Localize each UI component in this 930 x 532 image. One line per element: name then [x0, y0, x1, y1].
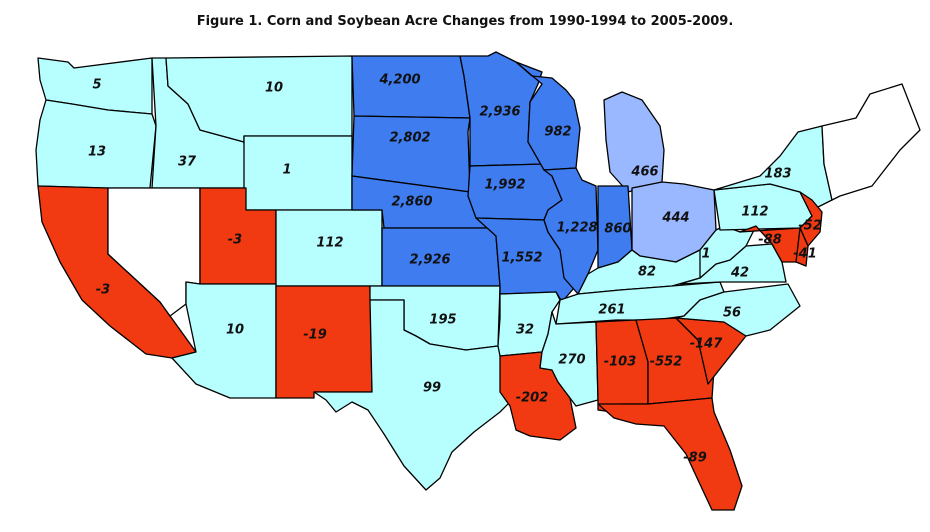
state-value-label-ok: 195 [429, 313, 456, 328]
state-value-label-va: 42 [730, 266, 749, 281]
state-value-label-ga: -552 [650, 355, 683, 370]
state-value-label-ca: -3 [96, 283, 110, 298]
state-value-label-in: 860 [604, 222, 631, 237]
state-value-label-pa: 112 [741, 205, 768, 220]
state-value-label-de: -41 [793, 247, 817, 262]
state-value-label-ms: 270 [558, 353, 585, 368]
state-nj [799, 191, 823, 247]
state-value-label-ky: 82 [638, 265, 656, 280]
state-wi [515, 61, 581, 171]
state-value-label-wa: 5 [92, 78, 101, 93]
state-nc [675, 283, 801, 337]
state-value-label-nm: -19 [303, 328, 327, 343]
map-title: Figure 1. Corn and Soybean Acre Changes … [196, 14, 734, 29]
state-value-label-ar: 32 [516, 323, 534, 338]
state-value-label-wi: 982 [544, 125, 571, 140]
state-value-label-mi: 466 [630, 165, 658, 180]
state-labels: 5 13 37 10 1 -3 -3 112 10 -19 4,200 2,802 2,860 2,926… [88, 73, 822, 466]
state-value-label-sc: -147 [690, 337, 723, 352]
state-value-label-ny: 183 [764, 167, 791, 182]
state-value-label-id: 37 [178, 155, 197, 170]
state-value-label-wv: 1 [701, 247, 710, 262]
state-value-label-md: -88 [758, 233, 782, 248]
state-value-label-ia: 1,992 [484, 178, 525, 193]
state-ms [539, 311, 599, 407]
state-de [795, 227, 809, 267]
state-value-label-la: -202 [516, 391, 549, 406]
state-value-label-nc: 56 [723, 306, 741, 321]
state-wy [243, 135, 353, 211]
state-value-label-tx: 99 [423, 381, 441, 396]
state-value-label-mt: 10 [265, 81, 283, 96]
state-fl [597, 397, 743, 511]
state-il [543, 167, 599, 295]
state-tx [313, 299, 521, 491]
state-value-label-ne: 2,860 [391, 195, 432, 210]
state-value-label-fl: -89 [683, 451, 707, 466]
state-value-label-az: 10 [226, 323, 244, 338]
state-ne-region [821, 83, 921, 201]
state-value-label-ut: -3 [228, 233, 242, 248]
state-value-label-nj: -52 [798, 219, 822, 234]
state-value-label-oh: 444 [661, 211, 689, 226]
state-value-label-mo: 1,552 [501, 251, 542, 266]
state-shapes [35, 51, 921, 511]
state-value-label-nd: 4,200 [378, 73, 420, 88]
state-value-label-ks: 2,926 [409, 253, 450, 268]
state-value-label-co: 112 [316, 236, 343, 251]
state-value-label-il: 1,228 [556, 221, 597, 236]
state-value-label-wy: 1 [282, 163, 291, 178]
state-value-label-or: 13 [88, 145, 106, 160]
state-value-label-al: -103 [604, 355, 637, 370]
state-mi [603, 91, 665, 193]
state-sd [351, 115, 471, 193]
state-value-label-tn: 261 [598, 303, 625, 318]
state-value-label-sd: 2,802 [389, 131, 430, 146]
state-value-label-mn: 2,936 [479, 105, 520, 120]
